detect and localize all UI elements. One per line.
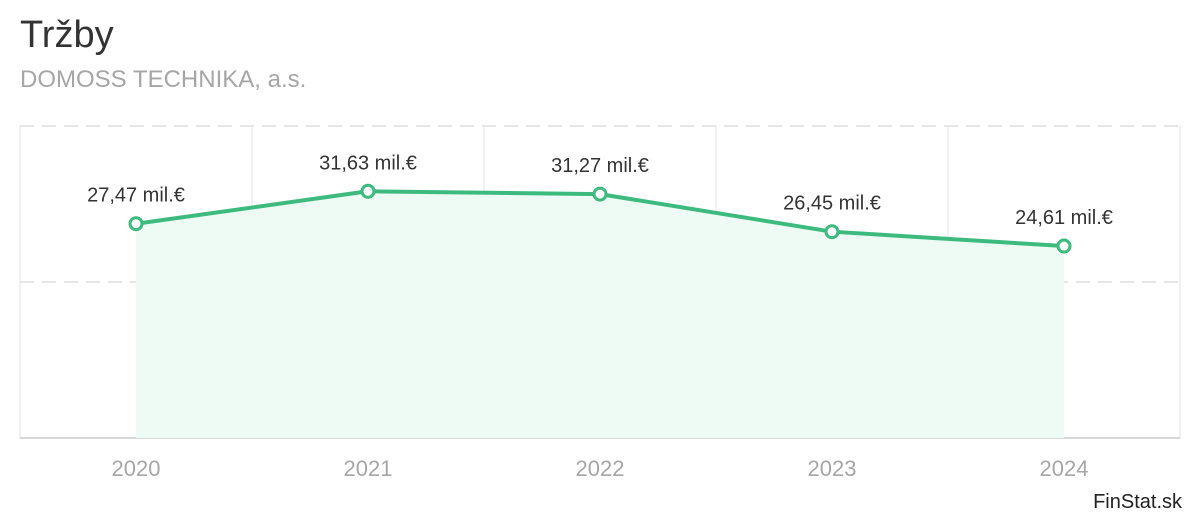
x-tick-label-2022: 2022 — [576, 456, 625, 481]
data-point-2024[interactable] — [1056, 238, 1072, 254]
data-point-2020[interactable] — [128, 216, 144, 232]
data-point-2021[interactable] — [360, 183, 376, 199]
data-points — [128, 183, 1072, 254]
x-tick-label-2021: 2021 — [344, 456, 393, 481]
chart-title: Tržby — [20, 14, 114, 56]
data-label-2020: 27,47 mil.€ — [87, 185, 185, 207]
chart-subtitle: DOMOSS TECHNIKA, a.s. — [20, 66, 307, 93]
x-tick-label-2024: 2024 — [1040, 456, 1089, 481]
x-tick-label-2023: 2023 — [808, 456, 857, 481]
data-label-2023: 26,45 mil.€ — [783, 193, 881, 215]
data-labels: 27,47 mil.€ 31,63 mil.€ 31,27 mil.€ 26,45 m… — [87, 152, 1113, 229]
finstat-credit[interactable]: FinStat.sk — [1093, 491, 1182, 513]
area-fill-layer — [136, 191, 1064, 438]
data-label-2021: 31,63 mil.€ — [319, 152, 417, 174]
area-fill — [136, 191, 1064, 438]
data-label-2022: 31,27 mil.€ — [551, 155, 649, 177]
data-point-2023[interactable] — [824, 224, 840, 240]
x-axis-ticks: 2020 2021 2022 2023 2024 — [112, 456, 1089, 481]
x-tick-label-2020: 2020 — [112, 456, 161, 481]
data-label-2024: 24,61 mil.€ — [1015, 207, 1113, 229]
data-point-2022[interactable] — [592, 186, 608, 202]
